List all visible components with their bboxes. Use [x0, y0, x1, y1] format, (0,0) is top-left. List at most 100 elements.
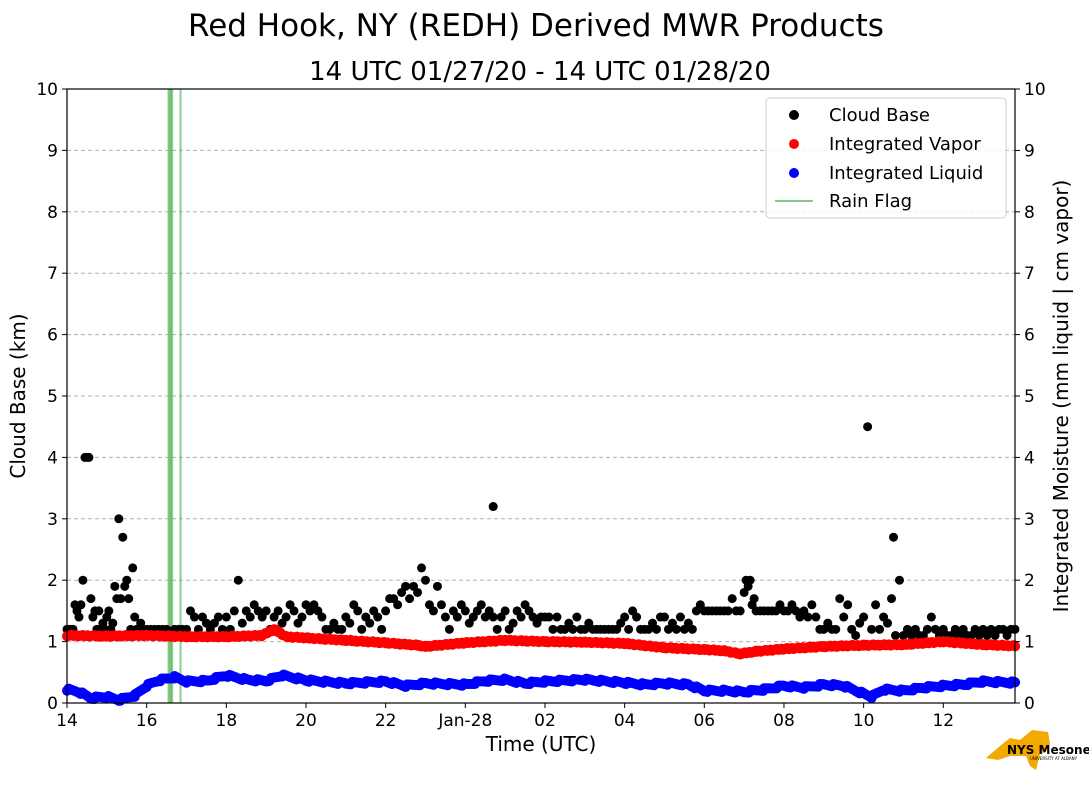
chart-subtitle: 14 UTC 01/27/20 - 14 UTC 01/28/20: [309, 57, 771, 87]
y-right-tick-label: 4: [1024, 448, 1035, 468]
cloud-base-point: [420, 575, 430, 585]
cloud-base-point: [552, 612, 562, 622]
cloud-base-point: [492, 624, 502, 634]
y-left-tick-label: 8: [47, 203, 58, 223]
cloud-base-point: [488, 612, 498, 622]
cloud-base-point: [116, 594, 126, 604]
y-right-tick-label: 8: [1024, 203, 1035, 223]
cloud-base-point: [452, 612, 462, 622]
cloud-base-point: [839, 612, 849, 622]
x-tick-label: Jan-28: [437, 711, 492, 731]
integrated-vapor-points: [62, 624, 1020, 660]
y-left-tick-label: 7: [47, 264, 58, 284]
cloud-base-point: [863, 422, 873, 432]
x-tick-label: 16: [136, 711, 158, 731]
cloud-base-point: [568, 624, 578, 634]
cloud-base-point: [875, 624, 885, 634]
x-tick-label: 06: [693, 711, 715, 731]
nys-mesonet-logo: NYS Mesonet UNIVERSITY AT ALBANY: [986, 730, 1089, 770]
rain-flag-lines: [167, 89, 182, 703]
y-right-tick-label: 3: [1024, 510, 1035, 530]
cloud-base-point: [675, 612, 685, 622]
x-tick-label: 18: [216, 711, 238, 731]
logo-subtext: UNIVERSITY AT ALBANY: [1030, 756, 1078, 761]
cloud-base-point: [572, 612, 582, 622]
legend-marker-integrated-liquid: [789, 168, 799, 178]
legend: Cloud Base Integrated Vapor Integrated L…: [765, 97, 1007, 219]
cloud-base-point: [365, 618, 375, 628]
cloud-base-point: [393, 600, 403, 610]
cloud-base-point: [289, 606, 299, 616]
cloud-base-point: [261, 606, 271, 616]
cloud-base-point: [401, 581, 411, 591]
legend-label-cloud-base: Cloud Base: [829, 105, 930, 126]
x-tick-label: 10: [853, 711, 875, 731]
y-right-tick-label: 9: [1024, 141, 1035, 161]
legend-marker-integrated-vapor: [789, 139, 799, 149]
cloud-base-point: [124, 594, 134, 604]
x-tick-label: 20: [295, 711, 317, 731]
cloud-base-point: [233, 575, 243, 585]
cloud-base-point: [632, 612, 642, 622]
cloud-base-point: [859, 612, 869, 622]
cloud-base-point: [835, 594, 845, 604]
cloud-base-point: [122, 575, 132, 585]
cloud-base-point: [831, 624, 841, 634]
x-tick-label: 08: [773, 711, 795, 731]
cloud-base-point: [544, 612, 554, 622]
cloud-base-point: [118, 532, 128, 542]
cloud-base-point: [476, 600, 486, 610]
y-right-tick-label: 2: [1024, 571, 1035, 591]
x-axis-ticks: 14 16 18 20 22 Jan-28 02 04 06 08 10 12: [56, 703, 954, 731]
x-tick-label: 04: [614, 711, 636, 731]
cloud-base-point: [887, 594, 897, 604]
cloud-base-point: [807, 600, 817, 610]
y-left-tick-label: 5: [47, 387, 58, 407]
x-tick-label: 12: [932, 711, 954, 731]
cloud-base-point: [516, 612, 526, 622]
cloud-base-point: [926, 612, 936, 622]
cloud-base-point: [213, 612, 223, 622]
cloud-base-point: [221, 612, 231, 622]
cloud-base-point: [444, 624, 454, 634]
cloud-base-point: [432, 581, 442, 591]
y-right-tick-label: 0: [1024, 694, 1035, 714]
cloud-base-point: [889, 532, 899, 542]
cloud-base-point: [245, 612, 255, 622]
cloud-base-point: [377, 624, 387, 634]
cloud-base-point: [659, 612, 669, 622]
cloud-base-point: [735, 606, 745, 616]
cloud-base-point: [749, 594, 759, 604]
cloud-base-point: [428, 606, 438, 616]
cloud-base-point: [74, 612, 84, 622]
cloud-base-point: [84, 452, 94, 462]
cloud-base-point: [237, 618, 247, 628]
cloud-base-point: [381, 606, 391, 616]
x-tick-label: 14: [56, 711, 78, 731]
cloud-base-point: [440, 612, 450, 622]
cloud-base-point: [803, 612, 813, 622]
legend-label-rain-flag: Rain Flag: [829, 191, 912, 212]
cloud-base-point: [867, 624, 877, 634]
cloud-base-point: [337, 624, 347, 634]
ny-state-shape-icon: [986, 730, 1050, 770]
cloud-base-point: [357, 624, 367, 634]
cloud-base-point: [78, 575, 88, 585]
cloud-base-point: [843, 600, 853, 610]
cloud-base-point: [460, 606, 470, 616]
cloud-base-point: [130, 612, 140, 622]
cloud-base-point: [345, 618, 355, 628]
y-left-tick-label: 0: [47, 694, 58, 714]
cloud-base-point: [922, 624, 932, 634]
legend-marker-cloud-base: [789, 110, 799, 120]
grid-lines: [67, 149, 1015, 643]
cloud-base-point: [687, 624, 697, 634]
x-tick-label: 22: [375, 711, 397, 731]
cloud-base-point: [76, 600, 86, 610]
cloud-base-point: [500, 606, 510, 616]
y-left-tick-label: 1: [47, 633, 58, 653]
cloud-base-point: [297, 612, 307, 622]
cloud-base-point: [281, 612, 291, 622]
cloud-base-point: [436, 600, 446, 610]
legend-label-integrated-vapor: Integrated Vapor: [829, 134, 981, 155]
